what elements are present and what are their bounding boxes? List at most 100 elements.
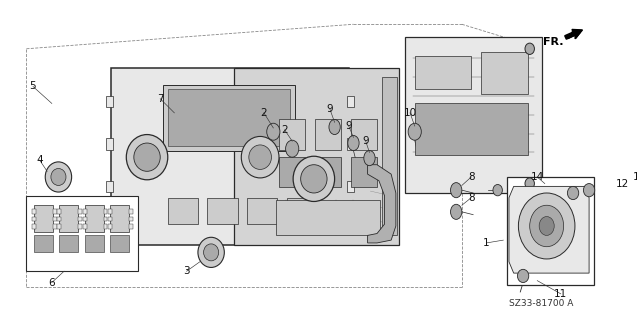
Ellipse shape <box>539 217 554 236</box>
Bar <box>34 205 53 232</box>
Bar <box>85 236 104 252</box>
Bar <box>129 217 133 221</box>
Text: 8: 8 <box>468 193 475 203</box>
Text: 4: 4 <box>36 155 43 165</box>
Bar <box>57 209 61 214</box>
Ellipse shape <box>525 43 534 54</box>
Bar <box>507 177 594 285</box>
Bar <box>83 217 87 221</box>
Text: 13: 13 <box>633 172 637 182</box>
Bar <box>26 196 138 271</box>
Ellipse shape <box>293 156 334 202</box>
Bar <box>415 103 528 155</box>
Bar <box>108 217 112 221</box>
FancyArrow shape <box>565 29 582 39</box>
Text: 8: 8 <box>468 172 475 182</box>
Text: 2: 2 <box>261 108 268 118</box>
Bar <box>208 198 238 224</box>
Bar <box>78 224 82 229</box>
Text: SZ33-81700 A: SZ33-81700 A <box>509 299 573 308</box>
Ellipse shape <box>525 178 534 189</box>
Ellipse shape <box>450 204 462 220</box>
Bar <box>279 157 305 187</box>
Bar <box>347 138 354 150</box>
Ellipse shape <box>583 184 595 197</box>
Text: 12: 12 <box>615 179 629 188</box>
Bar <box>287 198 317 224</box>
Text: 9: 9 <box>362 136 369 146</box>
Ellipse shape <box>126 134 168 180</box>
Bar <box>415 56 471 89</box>
Bar <box>104 217 108 221</box>
Bar <box>315 119 341 150</box>
Bar <box>347 96 354 107</box>
Text: FR.: FR. <box>543 37 564 47</box>
Bar <box>168 89 290 146</box>
Bar <box>108 209 112 214</box>
Bar <box>163 84 295 151</box>
Ellipse shape <box>285 140 299 157</box>
Text: 2: 2 <box>282 125 288 135</box>
Bar <box>83 209 87 214</box>
Ellipse shape <box>204 244 218 261</box>
Bar <box>350 157 377 187</box>
Ellipse shape <box>493 185 503 196</box>
Bar <box>78 209 82 214</box>
Ellipse shape <box>517 269 529 283</box>
Bar <box>104 224 108 229</box>
Text: 5: 5 <box>30 82 36 92</box>
Ellipse shape <box>568 186 579 200</box>
Text: 3: 3 <box>183 266 190 276</box>
Bar <box>382 77 397 236</box>
Bar <box>32 217 36 221</box>
Ellipse shape <box>51 169 66 186</box>
Bar <box>57 224 61 229</box>
Ellipse shape <box>249 145 271 169</box>
Bar <box>57 217 61 221</box>
Bar <box>110 205 129 232</box>
Ellipse shape <box>134 143 161 171</box>
Ellipse shape <box>241 136 279 178</box>
Bar <box>106 138 113 150</box>
Text: 9: 9 <box>345 121 352 131</box>
Bar <box>32 209 36 214</box>
Ellipse shape <box>198 237 224 268</box>
Bar <box>59 236 78 252</box>
Bar <box>108 224 112 229</box>
Ellipse shape <box>348 135 359 151</box>
Bar <box>83 224 87 229</box>
Bar <box>34 236 53 252</box>
Text: 6: 6 <box>48 277 55 288</box>
Text: 14: 14 <box>531 172 544 182</box>
Bar <box>53 217 57 221</box>
Bar <box>347 181 354 192</box>
Polygon shape <box>509 186 589 273</box>
Text: 1: 1 <box>483 238 490 248</box>
Bar <box>129 209 133 214</box>
Bar <box>59 205 78 232</box>
Text: 11: 11 <box>554 289 568 299</box>
Ellipse shape <box>329 119 340 134</box>
Ellipse shape <box>519 193 575 259</box>
Ellipse shape <box>450 183 462 198</box>
Bar <box>106 217 113 228</box>
Bar <box>106 181 113 192</box>
Ellipse shape <box>408 123 421 140</box>
Text: 10: 10 <box>403 108 417 118</box>
Bar <box>53 209 57 214</box>
Bar <box>111 68 348 245</box>
Ellipse shape <box>45 162 71 192</box>
Bar <box>350 119 377 150</box>
Bar <box>32 224 36 229</box>
Bar <box>78 217 82 221</box>
Bar <box>168 198 198 224</box>
Text: 9: 9 <box>327 104 333 114</box>
Text: 7: 7 <box>157 94 164 104</box>
Ellipse shape <box>267 123 280 140</box>
Ellipse shape <box>364 151 375 166</box>
Bar <box>110 236 129 252</box>
Bar <box>279 119 305 150</box>
Bar <box>405 37 542 193</box>
Bar <box>106 96 113 107</box>
Bar <box>104 209 108 214</box>
